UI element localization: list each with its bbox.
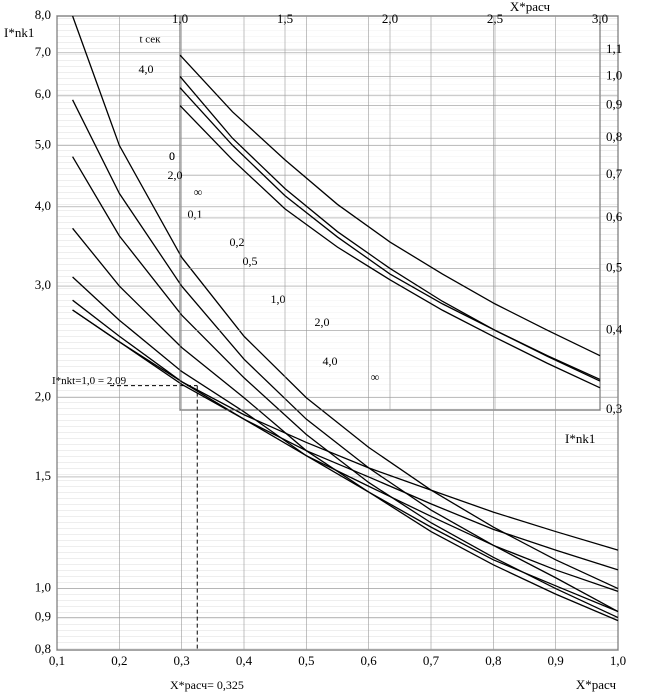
y-tick-label: 0,3 — [606, 401, 622, 416]
x-tick-label: 0,8 — [485, 653, 501, 668]
y-tick-label: 3,0 — [35, 277, 51, 292]
curve — [179, 87, 601, 381]
curve-label: ∞ — [371, 370, 380, 384]
curve-label: 0 — [169, 149, 175, 163]
y-tick-label: 1,0 — [606, 67, 622, 82]
t-label: t сек — [139, 34, 161, 46]
curve-label: ∞ — [194, 185, 203, 199]
y-tick-label: 0,9 — [35, 609, 51, 624]
curve-label: 1,0 — [271, 292, 286, 306]
curve-label: 4,0 — [323, 354, 338, 368]
x-tick-label: 0,6 — [361, 653, 378, 668]
y-tick-label: 1,0 — [35, 580, 51, 595]
curve-label: 4,0 — [139, 62, 154, 76]
curve — [72, 299, 619, 592]
curve-label: 0,1 — [188, 207, 203, 221]
x-tick-label: 0,2 — [111, 653, 127, 668]
y-tick-label: 0,8 — [35, 641, 51, 656]
curve — [72, 309, 619, 571]
x-tick-label: 0,5 — [298, 653, 314, 668]
y-tick-label: 0,5 — [606, 259, 622, 274]
y-tick-label: 4,0 — [35, 198, 51, 213]
curve — [71, 15, 619, 590]
x-tick-label: 1,0 — [172, 11, 188, 26]
curve-label: 0 — [169, 149, 175, 163]
y-tick-label: 6,0 — [35, 86, 51, 101]
x-tick-label: 0,4 — [236, 653, 253, 668]
y-tick-label: 2,0 — [35, 389, 51, 404]
curve-label: 2,0 — [168, 168, 183, 182]
y-tick-label: 0,7 — [606, 166, 623, 181]
x-tick-label: 0,9 — [548, 653, 564, 668]
x-axis-label: X*расч — [576, 677, 617, 692]
curve — [72, 99, 619, 613]
x-tick-label: 2,0 — [382, 11, 398, 26]
x-tick-label: 0,3 — [174, 653, 190, 668]
y-tick-label: 7,0 — [35, 44, 51, 59]
curve — [179, 54, 601, 357]
x-tick-label: 3,0 — [592, 11, 608, 26]
curve-label: 0,2 — [230, 235, 245, 249]
x-tick-label: 1,0 — [610, 653, 626, 668]
y-tick-label: 0,6 — [606, 209, 623, 224]
annotation: X*расч= 0,325 — [170, 678, 244, 692]
y-tick-label: 1,5 — [35, 468, 51, 483]
y-tick-label: 8,0 — [35, 7, 51, 22]
y-tick-label: 0,8 — [606, 129, 622, 144]
x-tick-label: 1,5 — [277, 11, 293, 26]
y-tick-label: 0,4 — [606, 321, 623, 336]
x-tick-label: 2,5 — [487, 11, 503, 26]
curve — [179, 105, 601, 389]
y-tick-label: 0,9 — [606, 97, 622, 112]
y-tick-label: 5,0 — [35, 136, 51, 151]
curve-label: 0,5 — [243, 254, 258, 268]
x-tick-label: 0,7 — [423, 653, 440, 668]
y-axis-label: I*nk1 — [4, 25, 34, 40]
y-tick-label: 1,1 — [606, 41, 622, 56]
x-axis-label: X*расч — [510, 0, 551, 14]
curve — [72, 276, 619, 613]
x-tick-label: 0,1 — [49, 653, 65, 668]
y-axis-label: I*nk1 — [565, 431, 595, 446]
annotation: I*nkt=1,0 = 2,09 — [52, 375, 127, 387]
curve-label: 2,0 — [315, 315, 330, 329]
curve — [72, 309, 619, 551]
